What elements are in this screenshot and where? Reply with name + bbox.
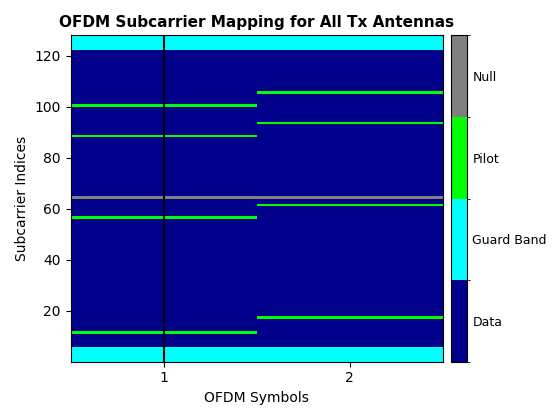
Y-axis label: Subcarrier Indices: Subcarrier Indices [15,136,29,261]
Title: OFDM Subcarrier Mapping for All Tx Antennas: OFDM Subcarrier Mapping for All Tx Anten… [59,15,454,30]
X-axis label: OFDM Symbols: OFDM Symbols [204,391,309,405]
